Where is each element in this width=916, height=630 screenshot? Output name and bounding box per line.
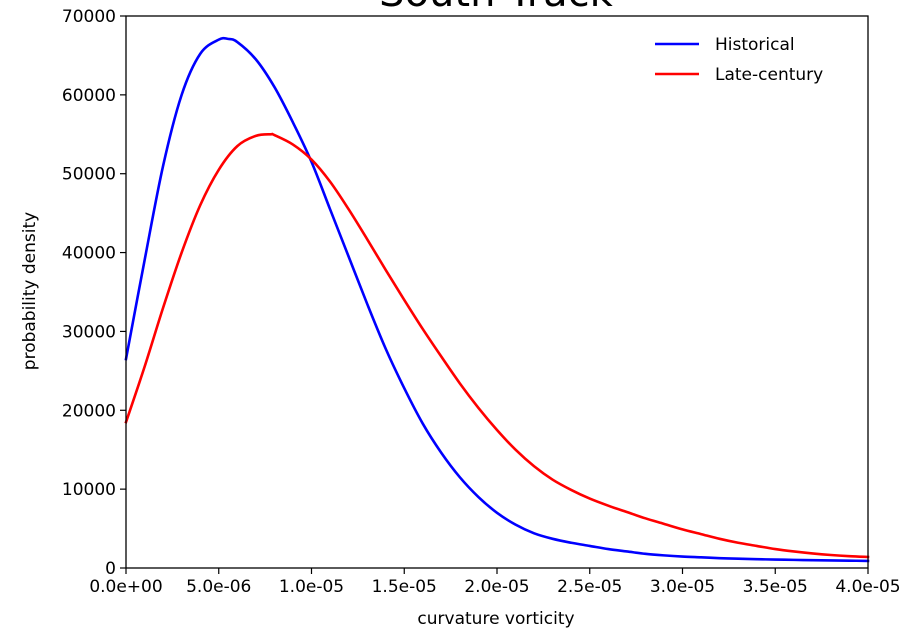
chart-title: South Track [379,0,613,16]
x-axis-label: curvature vorticity [417,609,574,629]
x-tick-label: 1.5e-05 [372,577,437,597]
legend: Historical Late-century [655,35,823,85]
x-tick-label: 1.0e-05 [279,577,344,597]
y-tick-label: 20000 [62,401,116,421]
axes-layer [125,15,869,569]
series-layer [124,36,870,563]
x-tick-label: 2.0e-05 [464,577,529,597]
y-tick-label: 60000 [62,86,116,106]
x-tick-label: 4.0e-05 [835,577,900,597]
x-tick-label: 2.5e-05 [557,577,622,597]
y-tick-label: 30000 [62,322,116,342]
x-tick-label: 3.0e-05 [650,577,715,597]
y-tick-label: 70000 [62,7,116,27]
ticks-layer: 0.0e+00 5.0e-06 1.0e-05 1.5e-05 2.0e-05 2.5e-… [62,7,901,597]
y-tick-label: 40000 [62,244,116,264]
series-line-late-century [124,132,870,559]
legend-label: Historical [715,35,795,55]
x-tick-label: 0.0e+00 [89,577,162,597]
y-tick-label: 10000 [62,480,116,500]
x-tick-label: 3.5e-05 [743,577,808,597]
legend-label: Late-century [715,65,823,85]
plot-frame [125,15,869,569]
y-axis-label: probability density [20,212,40,370]
y-tick-label: 50000 [62,165,116,185]
series-line-historical [124,36,870,563]
x-tick-label: 5.0e-06 [186,577,251,597]
y-tick-label: 0 [105,559,116,579]
